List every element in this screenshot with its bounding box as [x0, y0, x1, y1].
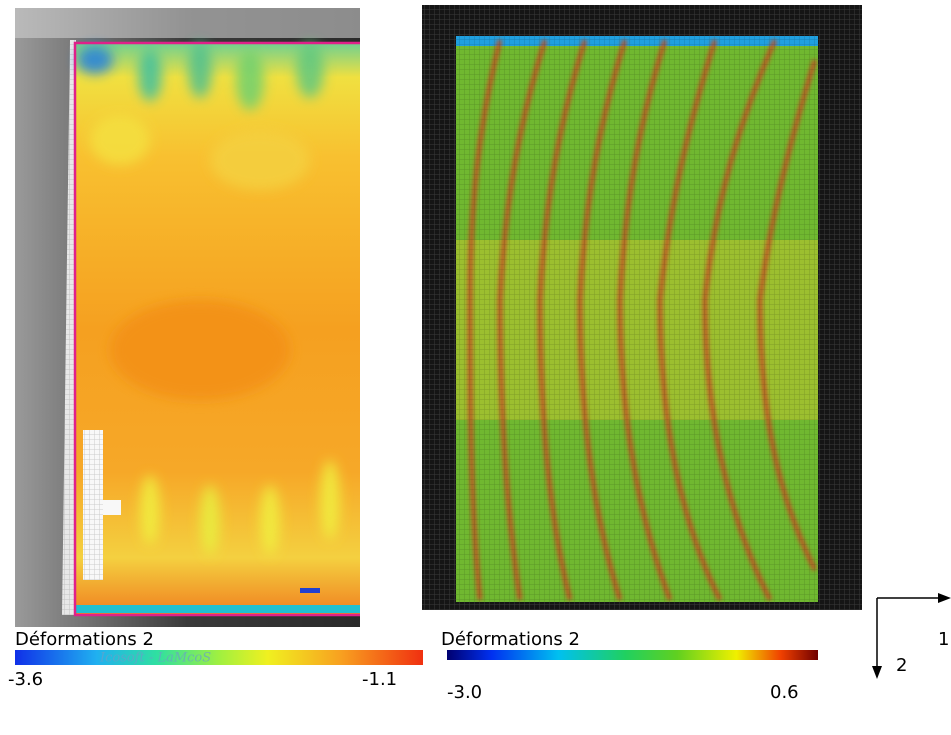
colorbar: [15, 650, 423, 665]
colorbar-min-label: -3.0: [447, 682, 482, 703]
axis-label: 2: [896, 655, 907, 676]
caption: Déformations 2: [441, 629, 580, 650]
caption: Déformations 2: [15, 629, 154, 650]
left-image: [15, 8, 360, 627]
axis-label: 1: [938, 629, 949, 650]
colorbar-min-label: -3.6: [8, 669, 43, 690]
colorbar-max-label: 0.6: [770, 682, 799, 703]
right-image: [422, 5, 862, 610]
watermark: Icosoft - LaMcoS: [99, 651, 211, 666]
colorbar: [447, 650, 818, 660]
axes-indicator: [872, 593, 951, 679]
colorbar-max-label: -1.1: [362, 669, 397, 690]
